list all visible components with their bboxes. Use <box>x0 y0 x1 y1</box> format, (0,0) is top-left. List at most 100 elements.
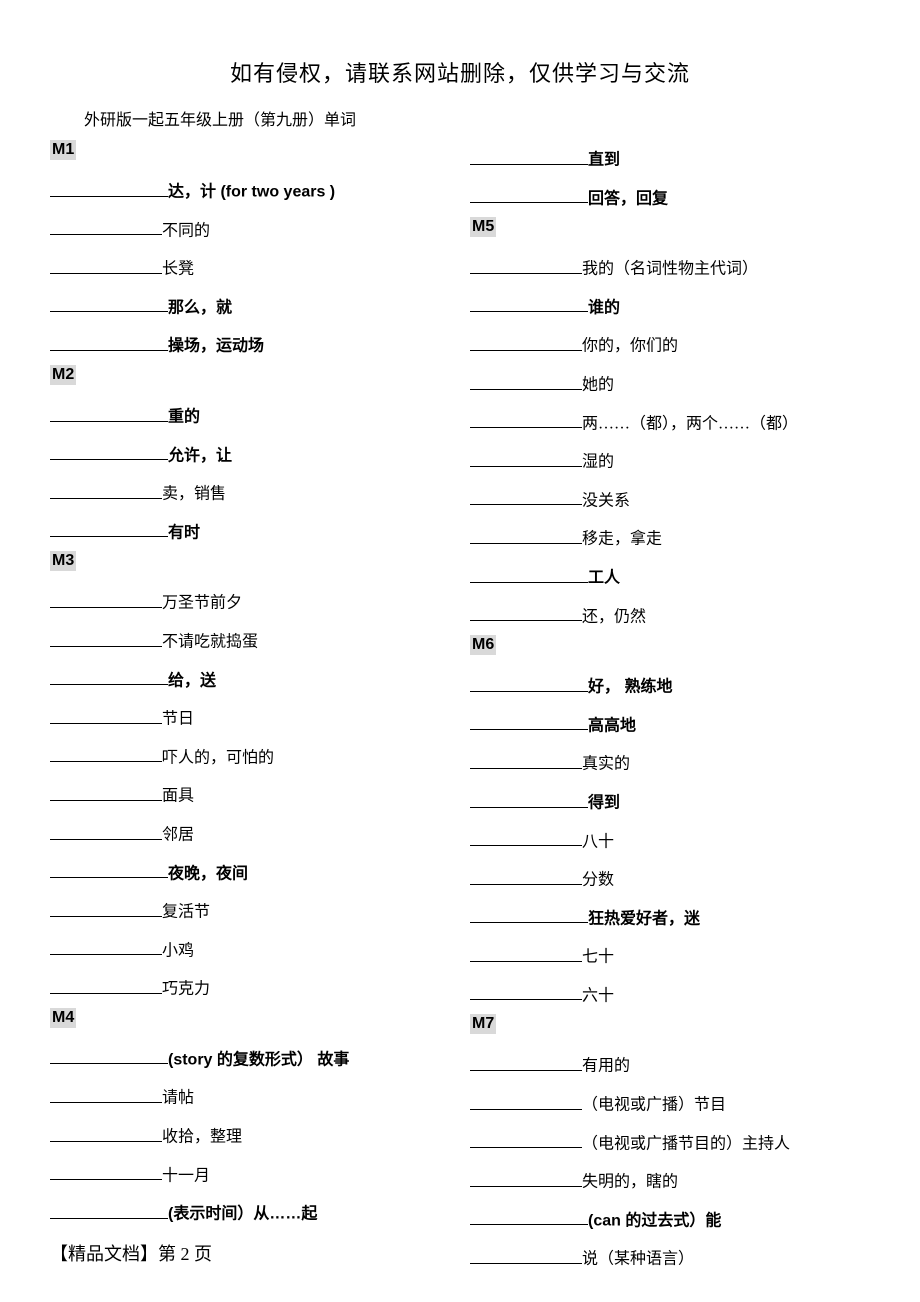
vocab-entry: 节日 <box>50 706 450 732</box>
definition-text: 重的 <box>168 409 200 426</box>
vocab-entry: 收拾，整理 <box>50 1124 450 1150</box>
definition-text: 失明的，瞎的 <box>582 1174 678 1191</box>
module-label: M1 <box>50 140 76 160</box>
definition-text: 说（某种语言） <box>582 1251 694 1268</box>
module-label: M2 <box>50 365 76 385</box>
definition-text: （电视或广播节目的）主持人 <box>582 1135 790 1152</box>
vocab-entry: 真实的 <box>470 751 870 777</box>
definition-text: 移走，拿走 <box>582 531 662 548</box>
definition-text: 收拾，整理 <box>162 1129 242 1146</box>
definition-text: 有时 <box>168 524 200 541</box>
definition-text: 真实的 <box>582 756 630 773</box>
module-label: M3 <box>50 551 76 571</box>
fill-blank <box>470 1053 582 1071</box>
vocab-entry: 卖，销售 <box>50 481 450 507</box>
definition-text: 有用的 <box>582 1058 630 1075</box>
definition-text: (story 的复数形式） 故事 <box>168 1051 349 1068</box>
vocab-entry: 湿的 <box>470 449 870 475</box>
vocab-entry: 回答，回复 <box>470 186 870 212</box>
definition-text: 谁的 <box>588 299 620 316</box>
definition-text: 她的 <box>582 377 614 394</box>
fill-blank <box>50 404 168 422</box>
fill-blank <box>50 629 162 647</box>
vocab-entry: 允许，让 <box>50 443 450 469</box>
vocab-entry: 还，仍然 <box>470 604 870 630</box>
fill-blank <box>470 526 582 544</box>
fill-blank <box>470 147 588 165</box>
fill-blank <box>50 218 162 236</box>
vocab-entry: 没关系 <box>470 488 870 514</box>
vocab-entry: 小鸡 <box>50 938 450 964</box>
fill-blank <box>470 944 582 962</box>
vocab-entry: 高高地 <box>470 713 870 739</box>
fill-blank <box>470 713 588 731</box>
definition-text: 回答，回复 <box>588 190 668 207</box>
fill-blank <box>470 372 582 390</box>
fill-blank <box>50 668 168 686</box>
definition-text: 不同的 <box>162 222 210 239</box>
vocab-entry: （电视或广播）节目 <box>470 1092 870 1118</box>
fill-blank <box>50 822 162 840</box>
fill-blank <box>50 520 168 538</box>
vocab-entry: 巧克力 <box>50 976 450 1002</box>
definition-text: 湿的 <box>582 454 614 471</box>
vocab-entry: 有时 <box>50 520 450 546</box>
fill-blank <box>50 976 162 994</box>
definition-text: 操场，运动场 <box>168 338 264 355</box>
fill-blank <box>50 590 162 608</box>
vocab-entry: 给，送 <box>50 668 450 694</box>
fill-blank <box>470 1131 582 1149</box>
fill-blank <box>470 674 588 692</box>
fill-blank <box>470 867 582 885</box>
fill-blank <box>470 565 588 583</box>
vocab-entry: 工人 <box>470 565 870 591</box>
vocab-entry: 你的，你们的 <box>470 333 870 359</box>
page-footer: 【精品文档】第 2 页 <box>50 1240 212 1266</box>
definition-text: 面具 <box>162 788 194 805</box>
definition-text: 那么，就 <box>168 299 232 316</box>
fill-blank <box>470 1246 582 1264</box>
fill-blank <box>470 983 582 1001</box>
vocab-entry: 请帖 <box>50 1085 450 1111</box>
definition-text: 狂热爱好者，迷 <box>588 910 700 927</box>
definition-text: 允许，让 <box>168 447 232 464</box>
fill-blank <box>50 256 162 274</box>
vocab-entry: 说（某种语言） <box>470 1246 870 1272</box>
definition-text: 夜晚，夜间 <box>168 865 248 882</box>
vocab-entry: 得到 <box>470 790 870 816</box>
vocab-entry: 八十 <box>470 829 870 855</box>
fill-blank <box>470 295 588 313</box>
vocab-entry: 七十 <box>470 944 870 970</box>
vocab-entry: (表示时间）从……起 <box>50 1201 450 1227</box>
vocab-entry: 邻居 <box>50 822 450 848</box>
vocab-entry: 好， 熟练地 <box>470 674 870 700</box>
vocab-entry: 她的 <box>470 372 870 398</box>
definition-text: 小鸡 <box>162 942 194 959</box>
vocab-entry: 十一月 <box>50 1163 450 1189</box>
definition-text: 高高地 <box>588 717 636 734</box>
left-column: M1 达，计 (for two years ) 不同的长凳那么，就操场，运动场 M2 重… <box>50 134 450 1272</box>
vocab-entry: 夜晚，夜间 <box>50 861 450 887</box>
definition-text: 长凳 <box>162 261 194 278</box>
fill-blank <box>50 179 168 197</box>
vocab-entry: (story 的复数形式） 故事 <box>50 1047 450 1073</box>
definition-text: （电视或广播）节目 <box>582 1097 726 1114</box>
definition-text: 给，送 <box>168 672 216 689</box>
vocab-entry: 面具 <box>50 783 450 809</box>
definition-text: 直到 <box>588 152 620 169</box>
vocab-entry: 那么，就 <box>50 295 450 321</box>
fill-blank <box>470 411 582 429</box>
fill-blank <box>470 751 582 769</box>
vocab-entry: 长凳 <box>50 256 450 282</box>
fill-blank <box>50 938 162 956</box>
vocab-entry: 达，计 (for two years ) <box>50 179 450 205</box>
fill-blank <box>470 829 582 847</box>
definition-text: 不请吃就捣蛋 <box>162 634 258 651</box>
definition-text: 六十 <box>582 987 614 1004</box>
vocab-entry: 六十 <box>470 983 870 1009</box>
definition-text: 万圣节前夕 <box>162 595 242 612</box>
definition-text: 分数 <box>582 872 614 889</box>
definition-text: 你的，你们的 <box>582 338 678 355</box>
fill-blank <box>50 745 162 763</box>
definition-text: 卖，销售 <box>162 486 226 503</box>
